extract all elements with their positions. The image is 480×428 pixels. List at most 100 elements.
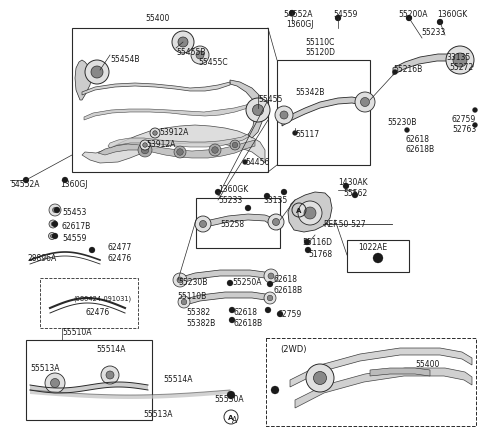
Circle shape (181, 299, 187, 305)
Text: 62476: 62476 (86, 308, 110, 317)
Text: 1360GJ: 1360GJ (60, 180, 87, 189)
Text: 55514A: 55514A (163, 375, 192, 384)
Text: 54559: 54559 (62, 234, 86, 243)
Circle shape (373, 253, 383, 263)
Circle shape (45, 373, 65, 393)
Text: 1360GK: 1360GK (437, 10, 467, 19)
Circle shape (85, 60, 109, 84)
Circle shape (280, 111, 288, 119)
Text: 62618B: 62618B (274, 286, 303, 295)
Text: 62476: 62476 (107, 254, 131, 263)
Bar (196, 198, 280, 248)
Circle shape (50, 235, 54, 238)
Circle shape (267, 295, 273, 301)
Polygon shape (82, 125, 265, 163)
Text: 55230B: 55230B (387, 118, 416, 127)
Circle shape (246, 98, 270, 122)
Circle shape (271, 386, 279, 394)
Circle shape (437, 20, 443, 24)
Circle shape (215, 189, 221, 195)
Circle shape (245, 205, 251, 211)
Text: 55510A: 55510A (62, 328, 92, 337)
Text: 62618B: 62618B (234, 319, 263, 328)
Circle shape (140, 140, 150, 150)
Text: 55455: 55455 (258, 95, 282, 104)
Circle shape (195, 216, 211, 232)
Text: 62618: 62618 (234, 308, 258, 317)
Polygon shape (178, 270, 272, 284)
Text: 55250A: 55250A (232, 278, 262, 287)
Circle shape (267, 281, 273, 287)
Circle shape (242, 160, 248, 164)
Circle shape (343, 183, 349, 189)
Text: 55258: 55258 (220, 220, 244, 229)
Circle shape (172, 31, 194, 53)
Circle shape (229, 307, 235, 313)
Text: 1360GK: 1360GK (218, 185, 248, 194)
Circle shape (335, 15, 341, 21)
Circle shape (273, 219, 279, 226)
Text: A: A (228, 415, 234, 421)
Circle shape (174, 146, 186, 158)
Circle shape (281, 189, 287, 195)
Circle shape (437, 19, 443, 25)
Circle shape (472, 107, 478, 113)
Text: 55455C: 55455C (198, 58, 228, 67)
Text: 55216B: 55216B (393, 65, 422, 74)
Text: 62618B: 62618B (406, 145, 435, 154)
Text: 1022AE: 1022AE (358, 243, 387, 252)
Polygon shape (182, 292, 272, 306)
Text: 54559: 54559 (333, 10, 358, 19)
Text: 55117: 55117 (295, 130, 319, 139)
Text: 55382: 55382 (186, 308, 210, 317)
Polygon shape (288, 192, 332, 232)
Circle shape (173, 273, 187, 287)
Text: 55400: 55400 (146, 14, 170, 23)
Circle shape (472, 122, 478, 128)
Text: 62759: 62759 (452, 115, 476, 124)
Polygon shape (84, 101, 255, 120)
Bar (347, 240, 409, 272)
Text: (080424-091031): (080424-091031) (73, 296, 131, 303)
Circle shape (264, 292, 276, 304)
Circle shape (268, 273, 274, 279)
Circle shape (313, 372, 326, 384)
Circle shape (305, 247, 311, 253)
Polygon shape (295, 368, 472, 408)
Circle shape (393, 69, 397, 74)
Text: 55233: 55233 (421, 28, 445, 37)
Circle shape (191, 46, 209, 64)
Text: 55110C: 55110C (305, 38, 335, 47)
Circle shape (277, 311, 283, 317)
Circle shape (252, 104, 264, 116)
Text: 62477: 62477 (107, 243, 131, 252)
Circle shape (229, 317, 235, 323)
Circle shape (227, 280, 233, 286)
Polygon shape (282, 97, 368, 126)
Circle shape (101, 366, 119, 384)
Circle shape (153, 131, 157, 135)
Bar (72, 28, 268, 172)
Circle shape (52, 208, 58, 212)
Polygon shape (230, 80, 263, 138)
Text: 53912A: 53912A (159, 128, 188, 137)
Circle shape (200, 220, 206, 228)
Polygon shape (82, 82, 230, 95)
Circle shape (230, 140, 240, 150)
Circle shape (106, 371, 114, 379)
Circle shape (178, 37, 188, 47)
Circle shape (304, 207, 316, 219)
Circle shape (446, 46, 474, 74)
Polygon shape (393, 54, 473, 75)
Circle shape (407, 15, 411, 21)
Text: 62618: 62618 (274, 275, 298, 284)
Circle shape (453, 53, 467, 67)
Polygon shape (108, 133, 250, 148)
Circle shape (352, 192, 358, 198)
Circle shape (298, 201, 322, 225)
Text: 62617B: 62617B (62, 222, 91, 231)
Text: 55200A: 55200A (398, 10, 428, 19)
Text: 55120D: 55120D (305, 48, 335, 57)
Circle shape (232, 142, 238, 148)
Circle shape (360, 98, 370, 107)
